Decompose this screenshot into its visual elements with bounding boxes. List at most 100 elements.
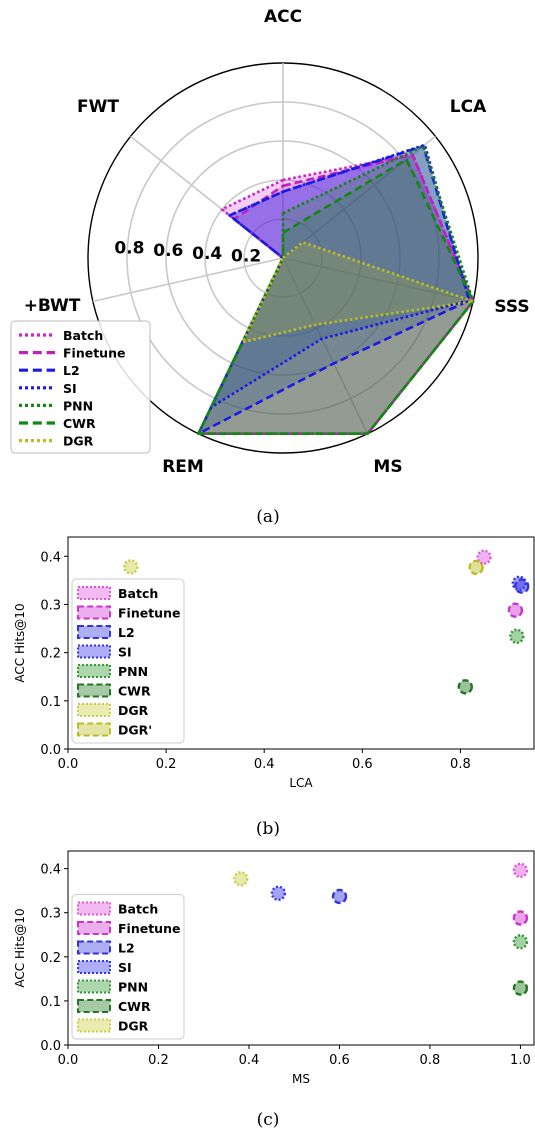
x-tick-label: 0.6 xyxy=(352,757,373,772)
scatter-legend xyxy=(71,894,185,1040)
x-axis-label: LCA xyxy=(289,776,313,790)
x-tick-label: 0.2 xyxy=(148,1053,169,1068)
scatter-legend-label: Batch xyxy=(118,586,158,601)
point-si xyxy=(511,575,527,591)
plot-frame xyxy=(67,536,535,750)
radar-axis-label-sss: SSS xyxy=(494,297,529,317)
radar-axis-label-rem: REM xyxy=(162,457,204,477)
x-tick-label: 0.4 xyxy=(239,1053,260,1068)
x-tick-label: 0.8 xyxy=(420,1053,441,1068)
scatter-legend-label: PNN xyxy=(118,980,148,995)
point-pnn xyxy=(512,934,529,950)
radar-tick-label: 0.2 xyxy=(231,246,261,266)
scatter-legend-swatch xyxy=(77,605,111,620)
point-l2 xyxy=(514,578,530,594)
scatter-legend-swatch xyxy=(77,625,111,639)
radar-spoke xyxy=(282,257,369,435)
x-tick-label: 1.0 xyxy=(510,1053,531,1068)
radar-legend-label: SI xyxy=(63,381,77,396)
y-tick-label: 0.1 xyxy=(40,695,61,710)
x-tick-label: 0.6 xyxy=(329,1053,350,1068)
radar-spoke xyxy=(92,257,284,303)
y-tick-label: 0.2 xyxy=(40,647,61,662)
scatter-legend-label: SI xyxy=(118,645,132,660)
point-dgr-prime xyxy=(468,559,484,576)
scatter-legend-swatch xyxy=(77,703,111,717)
radar-axis-label-fwt: FWT xyxy=(77,97,119,117)
radar-tick-label: 0.4 xyxy=(192,244,222,264)
scatter-legend-label: SI xyxy=(118,960,132,975)
scatter-legend-label: L2 xyxy=(118,941,135,956)
radar-fill-finetune xyxy=(198,154,474,434)
scatter-legend-label: Finetune xyxy=(118,606,180,621)
x-tick-label: 0.0 xyxy=(58,757,79,772)
scatter-legend-swatch xyxy=(77,586,111,600)
scatter-legend-swatch xyxy=(77,960,111,974)
radar-tick-label: 0.8 xyxy=(114,239,144,259)
scatter-legend-label: CWR xyxy=(118,999,151,1014)
scatter-legend-label: DGR' xyxy=(118,723,152,738)
scatter-legend-label: Batch xyxy=(118,902,158,917)
scatter-legend-swatch xyxy=(77,921,111,935)
scatter-chart-lca: 0.0 0.2 0.4 0.6 0.8 0.0 0.1 0.2 0.3 0.4 LCA ACC Hit… xyxy=(13,536,535,790)
scatter-legend xyxy=(71,578,185,744)
scatter-legend-swatch xyxy=(77,999,111,1013)
scatter-legend-swatch xyxy=(77,940,111,955)
caption-c: (c) xyxy=(257,1110,280,1130)
radar-tick-label: 0.6 xyxy=(153,241,183,261)
point-finetune xyxy=(507,602,524,618)
y-tick-label: 0.0 xyxy=(40,1039,61,1054)
radar-legend xyxy=(10,320,151,454)
y-axis-label: ACC Hits@10 xyxy=(13,603,27,682)
x-tick-label: 0.8 xyxy=(450,757,471,772)
scatter-legend-label: CWR xyxy=(118,684,151,699)
scatter-legend-swatch xyxy=(77,901,111,916)
radar-legend-label: DGR xyxy=(63,434,94,449)
scatter-legend-label: Finetune xyxy=(118,921,180,936)
radar-axis-label-ms: MS xyxy=(373,457,402,477)
radar-series-cwr xyxy=(197,158,475,436)
x-tick-label: 0.2 xyxy=(156,757,177,772)
point-l2 xyxy=(331,888,348,905)
scatter-chart-ms: 0.0 0.2 0.4 0.6 0.8 1.0 0.0 0.1 0.2 0.3 0.4 MS ACC H… xyxy=(13,850,535,1086)
radar-legend-label: CWR xyxy=(63,416,96,431)
x-tick-label: 0.0 xyxy=(58,1053,79,1068)
radar-fill-batch xyxy=(198,154,474,434)
point-pnn xyxy=(509,628,525,644)
radar-axis-label-acc: ACC xyxy=(264,7,302,27)
x-axis-label: MS xyxy=(292,1072,310,1086)
radar-series-dgr xyxy=(241,240,475,344)
radar-legend-label: L2 xyxy=(63,363,80,378)
y-tick-label: 0.3 xyxy=(40,599,61,614)
radar-fill-l2 xyxy=(198,146,470,434)
scatter-legend-label: DGR xyxy=(118,1019,149,1034)
scatter-legend-swatch xyxy=(77,683,111,698)
y-tick-label: 0.3 xyxy=(40,907,61,922)
plot-frame xyxy=(67,850,535,1046)
point-cwr xyxy=(512,980,529,996)
radar-fill-pnn xyxy=(198,146,474,434)
radar-fill-cwr xyxy=(198,159,474,434)
radar-axis-label-plus-bwt: +BWT xyxy=(24,296,81,316)
caption-b: (b) xyxy=(256,819,280,839)
caption-a: (a) xyxy=(256,507,279,527)
radar-legend-label: PNN xyxy=(63,398,93,413)
y-axis-label: ACC Hits@10 xyxy=(13,908,27,987)
scatter-legend-swatch xyxy=(77,644,111,659)
scatter-legend-label: L2 xyxy=(118,625,135,640)
radar-axis-label-lca: LCA xyxy=(450,97,487,117)
y-tick-label: 0.1 xyxy=(40,995,61,1010)
point-si xyxy=(270,885,287,901)
point-dgr xyxy=(233,871,249,887)
scatter-legend-label: DGR xyxy=(118,703,149,718)
radar-legend-label: Finetune xyxy=(63,346,125,361)
scatter-legend-label: PNN xyxy=(118,664,148,679)
x-tick-label: 0.4 xyxy=(254,757,275,772)
point-batch xyxy=(512,862,529,879)
point-batch xyxy=(476,549,492,565)
scatter-legend-swatch xyxy=(77,1018,111,1033)
point-dgr xyxy=(123,559,139,575)
y-tick-label: 0.4 xyxy=(40,863,61,878)
radar-chart: 0.2 0.4 0.6 0.8 ACC LCA SSS MS REM +BWT FWT Batch Fi… xyxy=(10,7,530,477)
